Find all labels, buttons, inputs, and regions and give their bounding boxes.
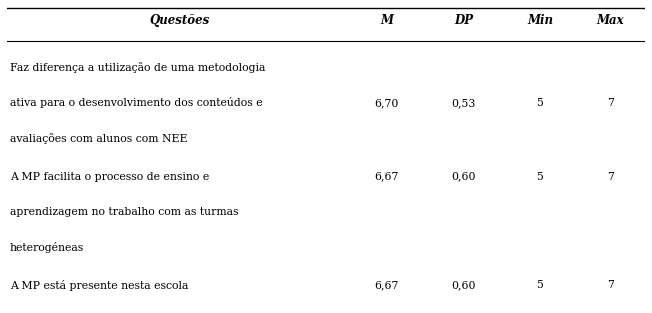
Text: Faz diferença a utilização de uma metodologia: Faz diferença a utilização de uma metodo… [10, 62, 265, 73]
Text: 5: 5 [537, 98, 544, 108]
Text: heterogéneas: heterogéneas [10, 242, 84, 253]
Text: 0,53: 0,53 [451, 98, 475, 108]
Text: 6,67: 6,67 [374, 172, 399, 182]
Text: ativa para o desenvolvimento dos conteúdos e: ativa para o desenvolvimento dos conteúd… [10, 97, 262, 109]
Text: 5: 5 [537, 280, 544, 290]
Text: A MP facilita o processo de ensino e: A MP facilita o processo de ensino e [10, 172, 209, 182]
Text: avaliações com alunos com NEE: avaliações com alunos com NEE [10, 133, 187, 144]
Text: 7: 7 [607, 98, 614, 108]
Text: 7: 7 [607, 280, 614, 290]
Text: 6,70: 6,70 [374, 98, 399, 108]
Text: Min: Min [527, 13, 553, 27]
Text: 6,67: 6,67 [374, 280, 399, 290]
Text: A MP está presente nesta escola: A MP está presente nesta escola [10, 280, 188, 291]
Text: DP: DP [454, 13, 473, 27]
Text: Max: Max [597, 13, 624, 27]
Text: 0,60: 0,60 [451, 280, 475, 290]
Text: M: M [380, 13, 393, 27]
Text: 0,60: 0,60 [451, 172, 475, 182]
Text: 5: 5 [537, 172, 544, 182]
Text: Questões: Questões [149, 13, 209, 27]
Text: aprendizagem no trabalho com as turmas: aprendizagem no trabalho com as turmas [10, 207, 238, 217]
Text: 7: 7 [607, 172, 614, 182]
